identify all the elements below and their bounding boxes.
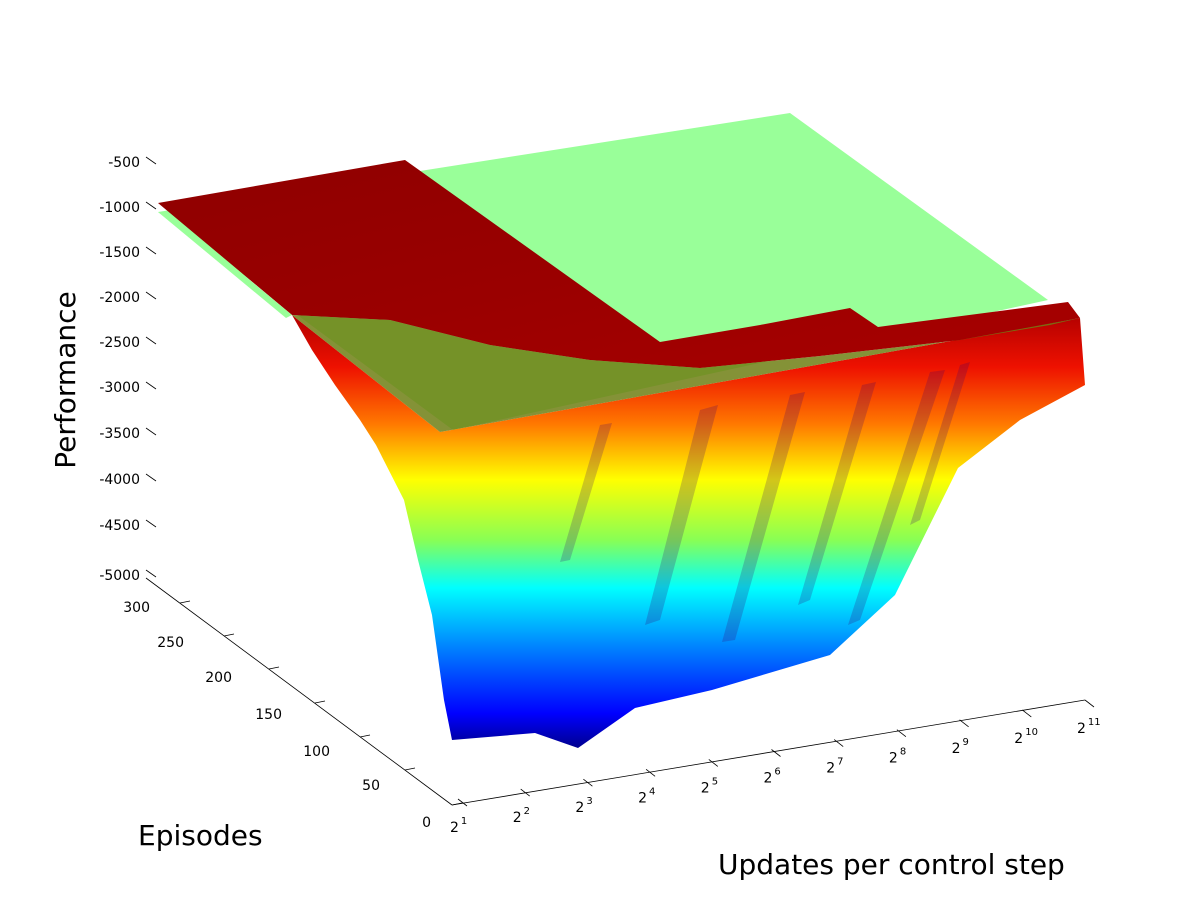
x-axis-ticks: 2 1 2 2 2 3 2 4 2 5 2 6 2 7 2 8 2 9 2 10 2 11 [450, 699, 1101, 836]
x-tick-mark [1084, 699, 1095, 708]
surface-front-face [292, 315, 1085, 748]
x-tick-mark [520, 788, 530, 797]
x-tick-mark [645, 768, 656, 777]
z-tick-label: -4000 [99, 472, 140, 488]
z-tick-label: -2500 [99, 335, 140, 351]
y-tick-label: 150 [255, 707, 282, 723]
z-tick-label: -500 [108, 155, 140, 171]
z-axis-title: Performance [49, 291, 82, 468]
z-tick-label: -4500 [99, 518, 140, 534]
y-tick-label: 300 [123, 600, 150, 616]
x-tick-mark [708, 759, 719, 767]
x-tick-mark [833, 739, 844, 747]
z-tick-labels: -500 -1000 -1500 -2000 -2500 -3000 -3500… [99, 155, 140, 584]
y-tick-label: 100 [303, 744, 330, 760]
y-tick-labels: 300 250 200 150 100 50 0 [123, 600, 431, 831]
z-tick-label: -5000 [99, 568, 140, 584]
x-tick-mark [583, 778, 593, 787]
z-tick-label: -3000 [99, 380, 140, 396]
y-tick-label: 50 [362, 778, 380, 794]
surface-below-plane [292, 315, 1080, 432]
z-tick-label: -2000 [99, 290, 140, 306]
x-tick-mark [896, 729, 907, 738]
surface-streaks [560, 362, 970, 642]
x-tick-mark [457, 798, 468, 807]
x-tick-mark [771, 749, 781, 757]
z-axis [145, 156, 157, 578]
y-tick-label: 0 [422, 815, 431, 831]
reference-plane-front-edge [158, 212, 292, 318]
updates-axis-line [451, 699, 1086, 806]
z-tick-label: -3500 [99, 426, 140, 442]
x-tick-mark [959, 719, 969, 728]
y-tick-label: 200 [205, 670, 232, 686]
y-tick-label: 250 [157, 635, 184, 651]
surface-top-red [158, 160, 1080, 368]
axes [145, 577, 1086, 806]
z-tick-label: -1500 [99, 245, 140, 261]
x-tick-label: 2 11 [1077, 717, 1101, 737]
y-axis-ticks [179, 600, 463, 806]
z-tick-label: -1000 [99, 200, 140, 216]
x-axis-title: Updates per control step [718, 848, 1065, 881]
episodes-axis-line [145, 577, 453, 806]
y-axis-title: Episodes [138, 819, 263, 852]
x-tick-mark [1022, 709, 1032, 718]
x-tick-label: 2 10 [1014, 727, 1038, 747]
